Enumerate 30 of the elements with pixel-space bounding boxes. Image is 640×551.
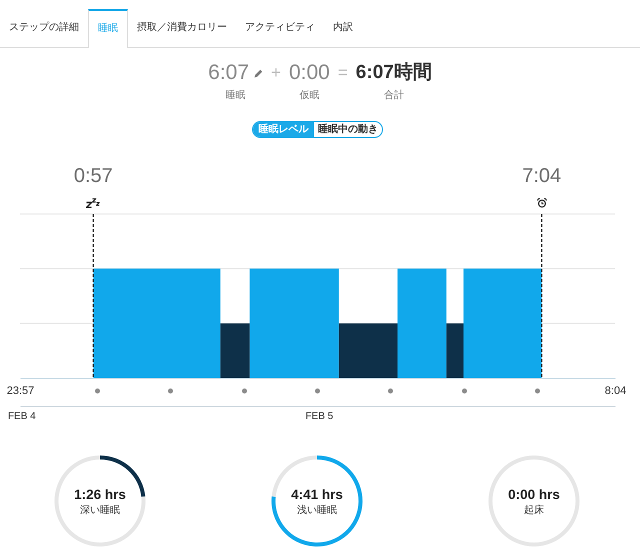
donut-slice (54, 456, 146, 546)
text: 深い睡眠 (80, 504, 120, 516)
text: 睡眠 (226, 88, 246, 102)
text: 6:07時間 (356, 61, 432, 85)
text: 合計 (384, 88, 404, 102)
text: + (271, 62, 281, 84)
text: 0:00 (288, 61, 330, 85)
text: 睡眠中の動き (317, 122, 379, 137)
text: 摂取／消費カロリー (136, 20, 228, 35)
text: 4:41 hrs (291, 487, 343, 502)
text: 睡眠 (88, 9, 128, 48)
ref-line-label: 7:04 (522, 165, 562, 187)
text: ステップの詳細 (8, 20, 80, 35)
text: 1:26 hrs (74, 487, 126, 502)
text: 浅い睡眠 (297, 504, 337, 516)
donut-slice (272, 456, 317, 497)
x-tick-label: 23:57 (6, 385, 34, 397)
x-tick-label: 8:04 (604, 385, 626, 397)
text: 仮眠 (299, 89, 320, 102)
donut-slice (272, 456, 362, 546)
text: 内訳 (332, 20, 354, 35)
text: 起床 (524, 504, 544, 516)
text: FEB 4 (8, 411, 36, 422)
text: アクティビティ (244, 21, 316, 35)
text: 睡眠レベル (253, 122, 314, 137)
text: = (338, 62, 348, 84)
text: 0:00 hrs (508, 487, 560, 502)
text: FEB 5 (305, 411, 334, 422)
text: 6:07 (208, 61, 250, 85)
ref-line-label: 0:57 (74, 165, 113, 187)
